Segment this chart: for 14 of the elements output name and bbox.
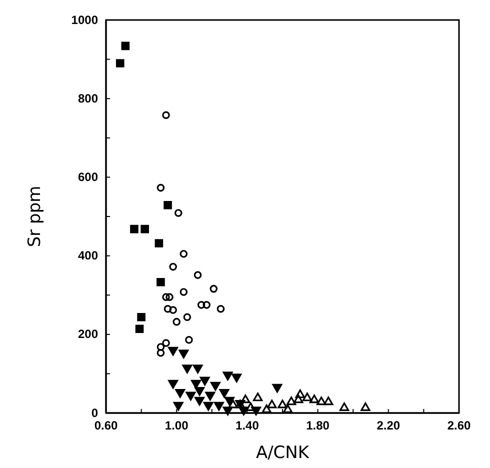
x-axis-title: A/CNK <box>256 443 310 463</box>
y-axis-title: Sr ppm <box>25 186 45 248</box>
y-tick-label: 200 <box>78 327 98 342</box>
y-tick-label: 0 <box>91 406 98 420</box>
y-tick-label: 1000 <box>71 12 98 27</box>
x-tick-label: 0.60 <box>94 418 118 433</box>
y-tick-label: 600 <box>78 170 98 184</box>
x-tick-label: 2.20 <box>376 418 400 433</box>
x-tick-label: 2.60 <box>447 418 471 433</box>
x-tick-label: 1.00 <box>164 418 189 433</box>
y-tick-label: 400 <box>78 248 98 263</box>
x-tick-label: 1.80 <box>306 418 330 433</box>
x-tick-label: 1.40 <box>236 418 260 433</box>
y-tick-label: 800 <box>78 91 98 106</box>
